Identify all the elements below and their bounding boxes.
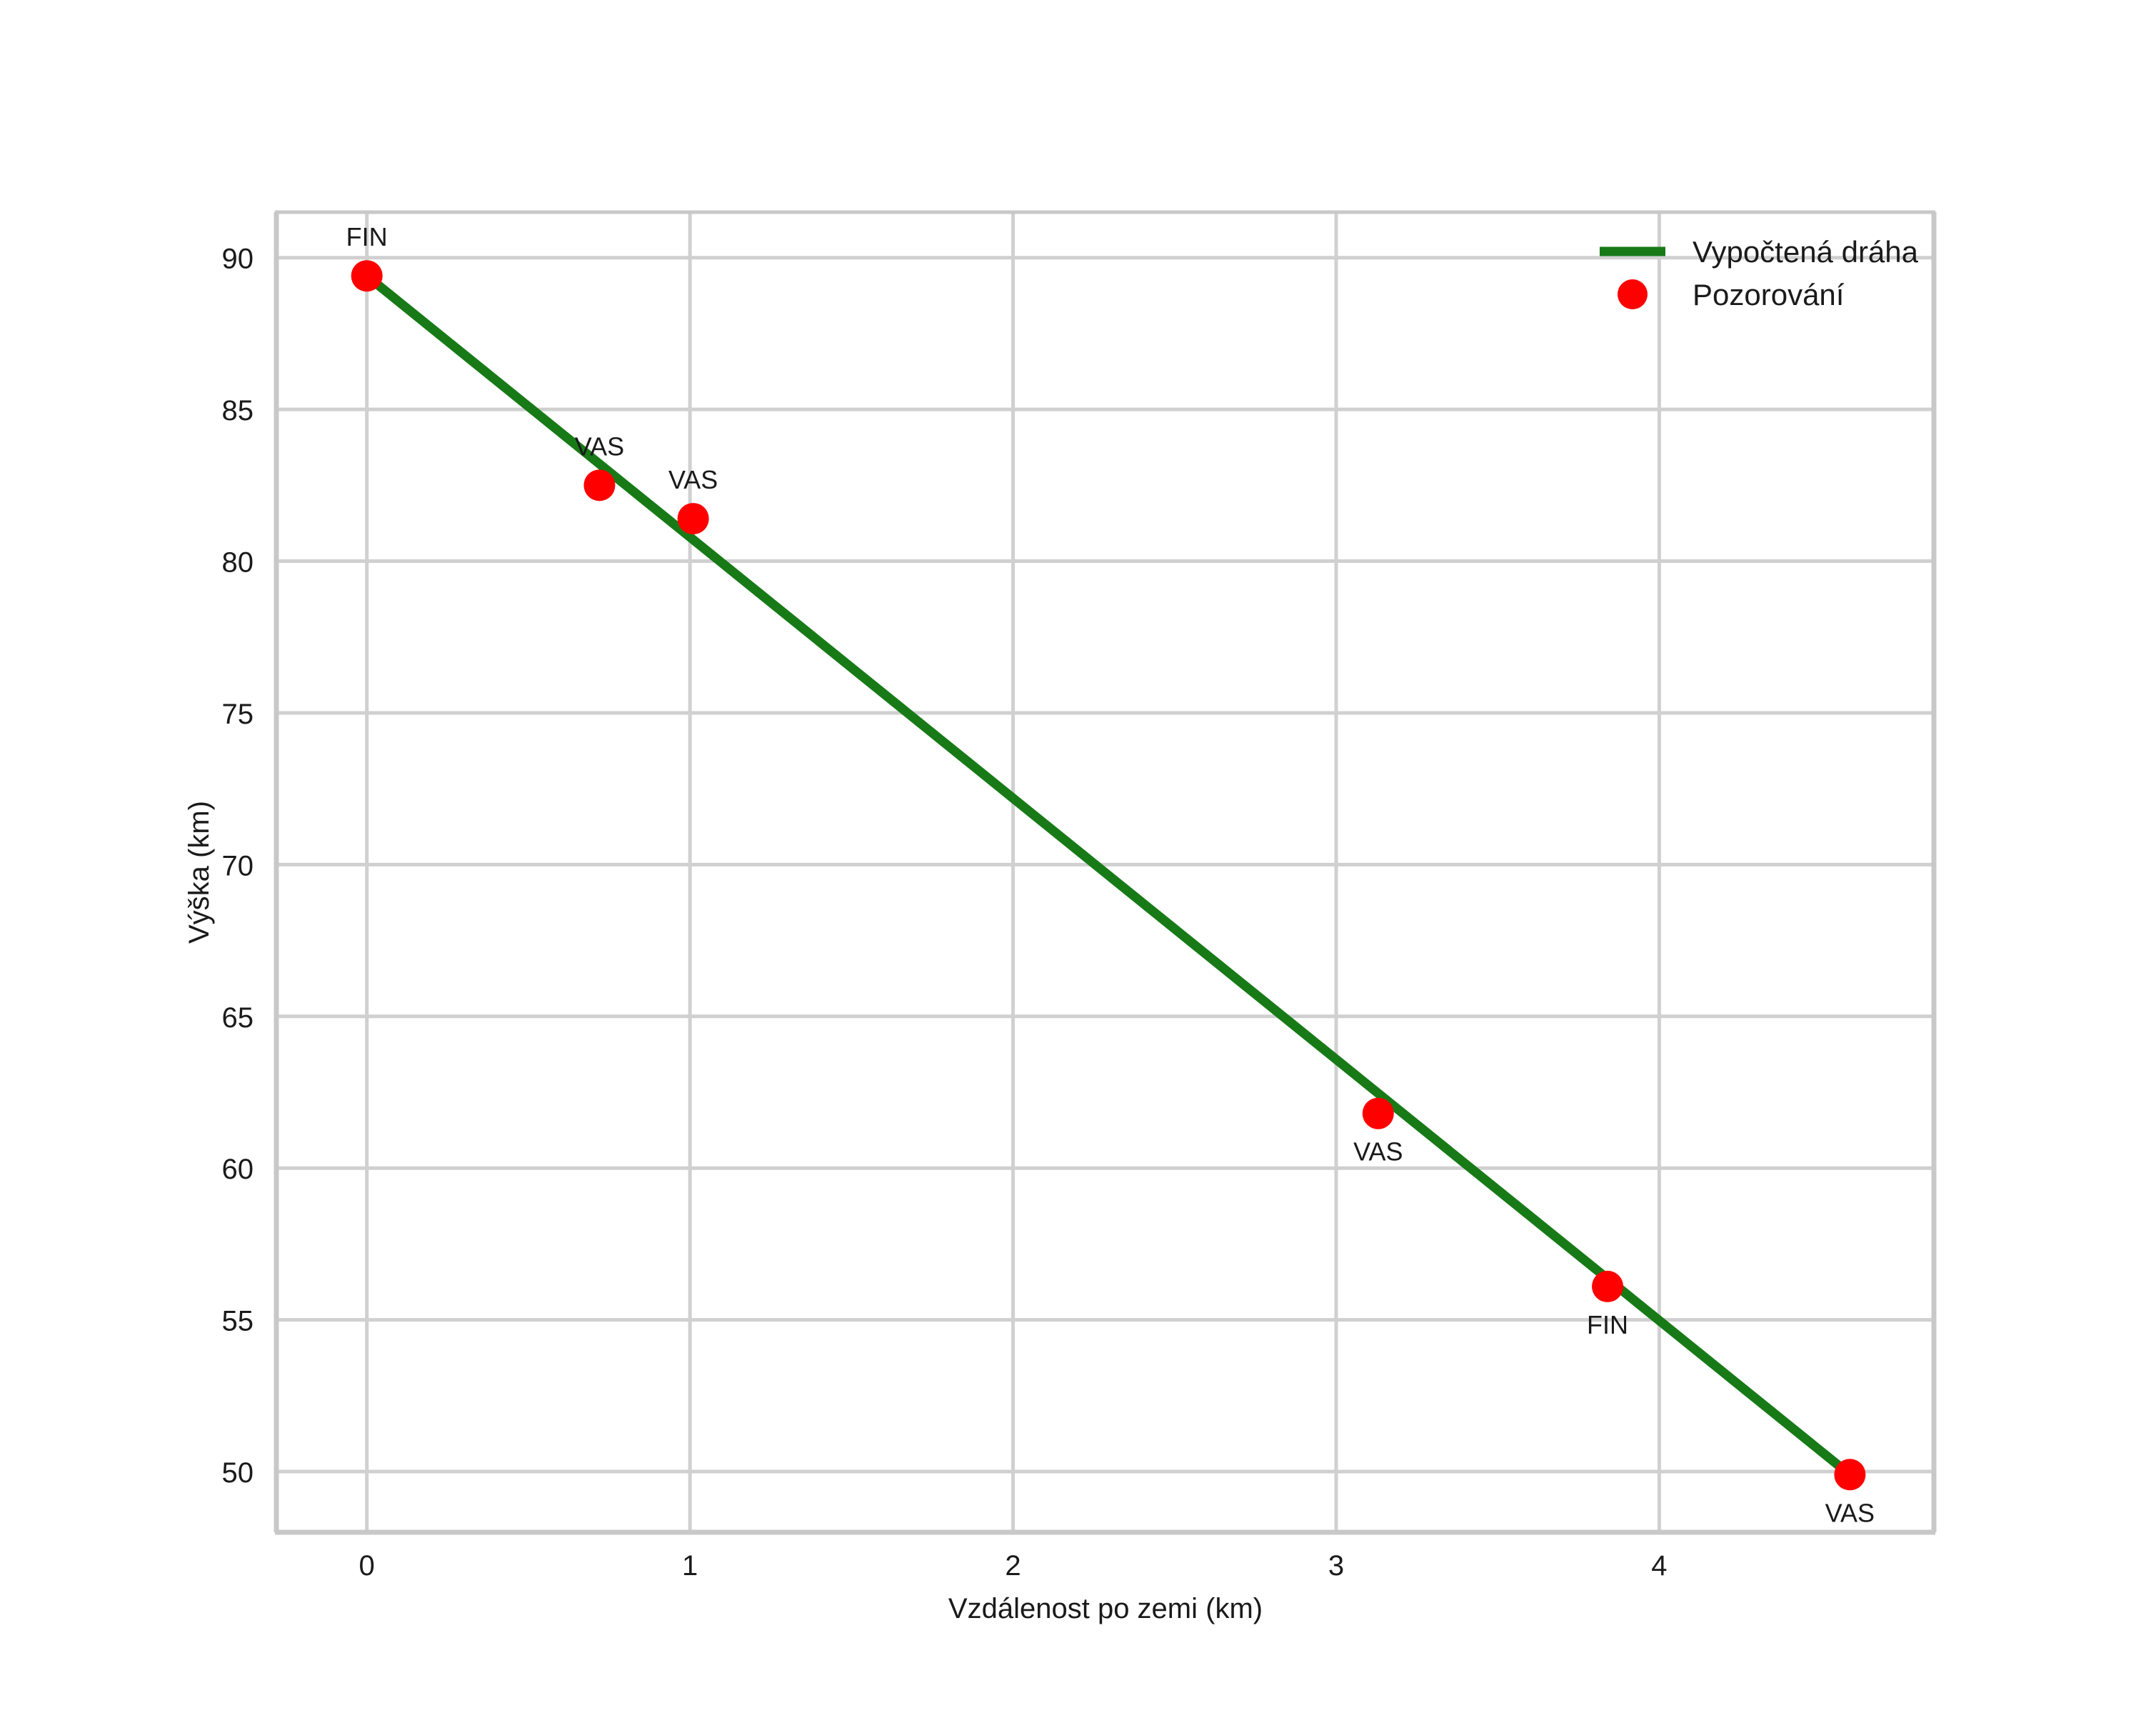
x-axis-tick-labels: 0 1 2 3 4 bbox=[359, 1550, 1668, 1582]
y-tick-label: 70 bbox=[222, 850, 254, 882]
plot-spines bbox=[274, 210, 1937, 1535]
y-tick-label: 60 bbox=[222, 1154, 254, 1185]
point-annotation-label: VAS bbox=[575, 431, 624, 461]
observation-point[interactable] bbox=[677, 503, 709, 535]
y-tick-label: 50 bbox=[222, 1457, 254, 1489]
data-series-group bbox=[351, 260, 1866, 1491]
x-axis-title: Vzdálenost po zemi (km) bbox=[948, 1593, 1263, 1624]
observation-point[interactable] bbox=[351, 260, 383, 292]
observation-point[interactable] bbox=[583, 469, 616, 501]
y-tick-label: 55 bbox=[222, 1306, 254, 1337]
y-tick-label: 85 bbox=[222, 395, 254, 426]
legend-dot-marker bbox=[1618, 279, 1648, 309]
point-annotations: FIN VAS VAS VAS FIN VAS bbox=[346, 222, 1875, 1527]
x-tick-label: 3 bbox=[1328, 1550, 1344, 1582]
x-tick-label: 4 bbox=[1651, 1550, 1667, 1582]
point-annotation-label: FIN bbox=[346, 222, 388, 251]
y-tick-label: 65 bbox=[222, 1002, 254, 1034]
observation-point[interactable] bbox=[1834, 1459, 1866, 1491]
observation-point[interactable] bbox=[1362, 1097, 1394, 1129]
y-axis-tick-labels: 50 55 60 65 70 75 80 85 90 bbox=[222, 244, 254, 1489]
point-annotation-label: VAS bbox=[1353, 1137, 1403, 1167]
legend-label-computed-track[interactable]: Vypočtená dráha bbox=[1693, 235, 1919, 269]
y-tick-label: 75 bbox=[222, 699, 254, 730]
x-tick-label: 1 bbox=[682, 1550, 698, 1582]
y-axis-title: Výška (km) bbox=[184, 801, 215, 944]
x-tick-label: 0 bbox=[359, 1550, 375, 1582]
legend-label-observation[interactable]: Pozorování bbox=[1693, 278, 1845, 311]
y-tick-label: 90 bbox=[222, 244, 254, 275]
chart-legend[interactable]: Vypočtená dráha Pozorování bbox=[1600, 235, 1919, 311]
point-annotation-label: FIN bbox=[1587, 1310, 1628, 1339]
y-tick-label: 80 bbox=[222, 547, 254, 579]
observation-point[interactable] bbox=[1592, 1270, 1624, 1302]
point-annotation-label: VAS bbox=[1825, 1498, 1875, 1527]
point-annotation-label: VAS bbox=[668, 465, 718, 494]
x-tick-label: 2 bbox=[1005, 1550, 1021, 1582]
